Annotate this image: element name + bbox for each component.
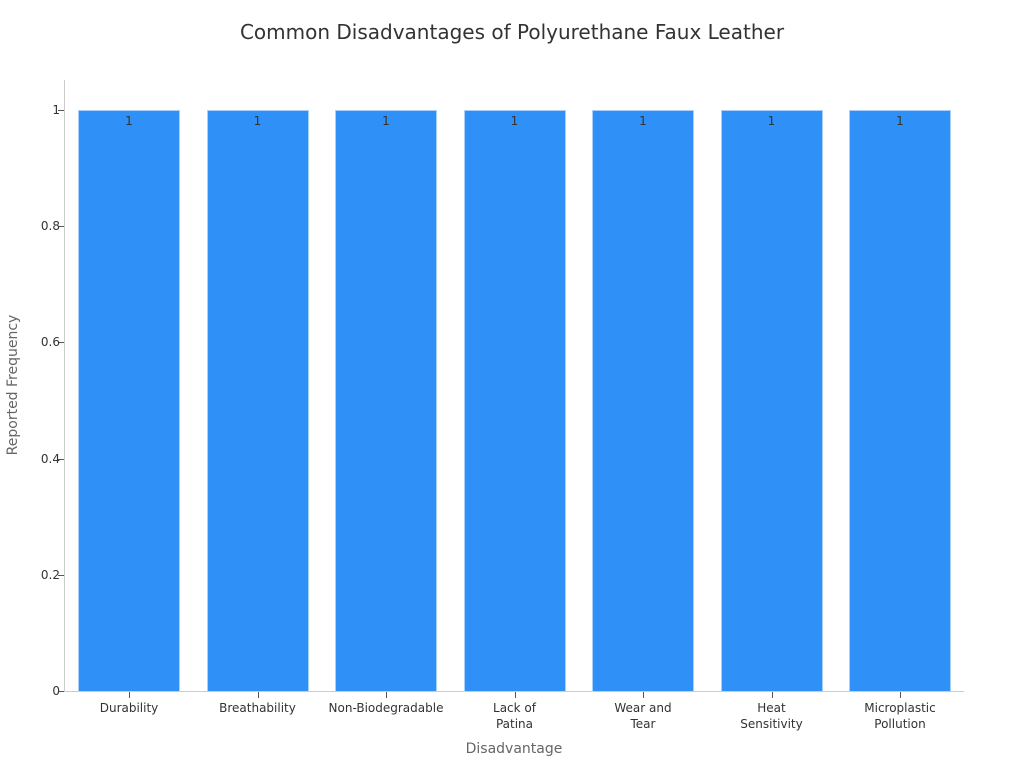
x-tick-label: Non-Biodegradable: [328, 701, 444, 715]
x-tick-mark: [643, 692, 644, 698]
y-axis-line: [64, 80, 65, 692]
bar-durability: [78, 110, 180, 691]
x-tick-label: Heat Sensitivity: [740, 701, 803, 731]
y-tick-mark: [58, 110, 64, 111]
bar-microplastic-pollution: [849, 110, 951, 691]
x-axis-label: Disadvantage: [465, 741, 563, 757]
x-tick-mark: [129, 692, 130, 698]
y-tick-label: 1: [52, 103, 60, 117]
bar-value-label: 1: [125, 114, 133, 128]
bar-value-label: 1: [896, 114, 904, 128]
x-tick-label: Microplastic Pollution: [864, 701, 936, 731]
bar-value-label: 1: [767, 114, 776, 128]
x-tick-mark: [514, 692, 516, 698]
bar-lack-of-patina: [463, 110, 566, 691]
bar-value-label: 1: [510, 114, 519, 128]
bar-wear-and-tear: [592, 110, 694, 691]
y-tick-mark: [58, 342, 64, 344]
y-axis-label: Reported Frequency: [5, 314, 21, 456]
chart-title: Common Disadvantages of Polyurethane Fau…: [239, 20, 785, 44]
y-tick-label: 0.4: [40, 451, 60, 466]
y-tick-label: 0.2: [40, 567, 60, 582]
bar-value-label: 1: [382, 114, 390, 128]
x-tick-mark: [257, 692, 259, 698]
y-tick-mark: [58, 226, 64, 228]
x-tick-label: Durability: [99, 701, 159, 715]
y-tick-label: 0.8: [40, 219, 60, 234]
bar-value-label: 1: [639, 114, 647, 128]
y-tick-mark: [58, 458, 64, 460]
x-tick-label: Wear and Tear: [614, 701, 672, 731]
bar-breathability: [206, 110, 309, 691]
x-tick-label: Breathability: [219, 701, 296, 715]
x-tick-mark: [900, 692, 901, 698]
x-axis-line: [64, 691, 964, 692]
y-tick-mark: [58, 691, 64, 692]
bar-value-label: 1: [253, 114, 262, 128]
x-tick-label: Lack of Patina: [493, 701, 536, 731]
x-tick-mark: [771, 692, 773, 698]
x-tick-mark: [386, 692, 387, 698]
y-tick-label: 0.6: [40, 335, 60, 350]
y-tick-label: 0: [52, 684, 60, 698]
y-tick-mark: [58, 574, 64, 576]
bar-heat-sensitivity: [720, 110, 823, 691]
bar-non-biodegradable: [335, 110, 437, 691]
